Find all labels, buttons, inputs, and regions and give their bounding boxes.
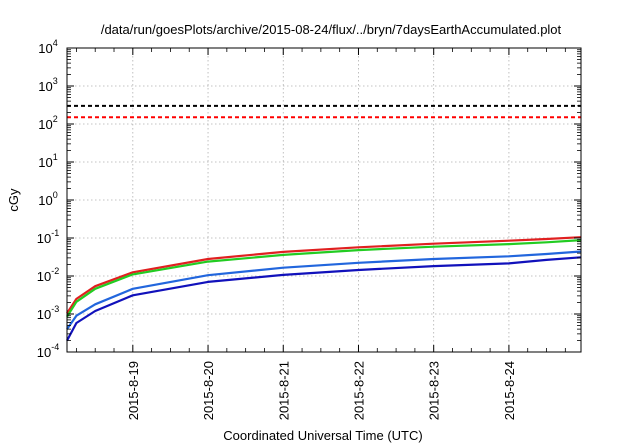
y-tick-exponent: 1 [53, 152, 58, 162]
x-axis-ticks: 2015-8-19 2015-8-20 2015-8-21 2015-8-22 2015… [76, 48, 566, 420]
y-tick-label: 102 [38, 114, 57, 132]
series-line [66, 236, 582, 314]
y-tick-exponent: -1 [51, 228, 59, 238]
y-tick-base: 10 [38, 193, 52, 208]
x-tick-label: 2015-8-20 [201, 361, 216, 420]
y-tick-exponent: -2 [51, 266, 59, 276]
x-tick-label: 2015-8-23 [427, 361, 442, 420]
y-tick-label: 103 [38, 76, 57, 94]
y-tick-label: 10-1 [37, 228, 59, 246]
y-tick-base: 10 [37, 269, 51, 284]
x-tick-label: 2015-8-24 [502, 361, 517, 420]
threshold-lines [67, 104, 581, 119]
y-tick-exponent: -4 [51, 342, 59, 352]
y-tick-label: 100 [38, 190, 57, 208]
y-tick-label: 10-2 [37, 266, 59, 284]
x-tick-label: 2015-8-21 [276, 361, 291, 420]
y-axis-label: cGy [6, 188, 21, 212]
y-tick-base: 10 [38, 155, 52, 170]
y-tick-base: 10 [37, 345, 51, 360]
series-line [66, 250, 582, 330]
series-line [66, 256, 582, 342]
y-tick-base: 10 [38, 79, 52, 94]
series-line [66, 239, 582, 318]
y-tick-exponent: 4 [53, 38, 58, 48]
x-axis-label: Coordinated Universal Time (UTC) [223, 428, 422, 443]
x-tick-label: 2015-8-22 [351, 361, 366, 420]
y-tick-base: 10 [38, 41, 52, 56]
y-tick-exponent: -3 [51, 304, 59, 314]
y-tick-base: 10 [37, 307, 51, 322]
y-tick-exponent: 0 [53, 190, 58, 200]
grid [67, 48, 581, 352]
y-tick-base: 10 [38, 117, 52, 132]
y-tick-label: 104 [38, 38, 57, 56]
y-tick-label: 10-3 [37, 304, 59, 322]
chart-title: /data/run/goesPlots/archive/2015-08-24/f… [101, 22, 562, 37]
y-tick-label: 10-4 [37, 342, 59, 360]
y-tick-exponent: 3 [53, 76, 58, 86]
y-tick-base: 10 [37, 231, 51, 246]
y-tick-label: 101 [38, 152, 57, 170]
x-tick-label: 2015-8-19 [126, 361, 141, 420]
series-lines [66, 236, 582, 342]
y-tick-exponent: 2 [53, 114, 58, 124]
